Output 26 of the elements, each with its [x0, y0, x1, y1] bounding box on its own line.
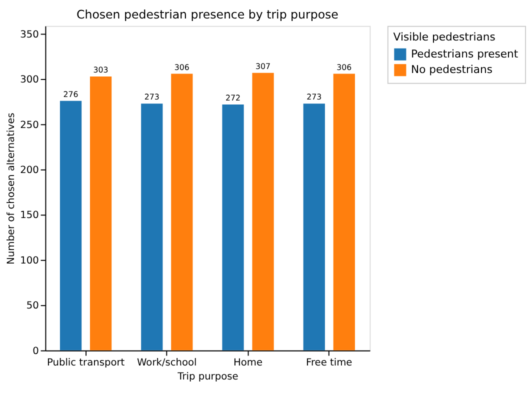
y-axis-title: Number of chosen alternatives [6, 112, 18, 264]
chart-title: Chosen pedestrian presence by trip purpose [76, 8, 338, 22]
data-label: 306 [174, 62, 190, 72]
data-label: 303 [93, 66, 108, 75]
y-tick-label: 50 [26, 300, 39, 312]
legend-label: Pedestrians present [410, 47, 518, 60]
x-tick-label: Public transport [46, 358, 125, 369]
data-label: 273 [306, 92, 322, 102]
y-tick-label: 250 [20, 120, 39, 131]
y-tick-label: 150 [20, 210, 39, 222]
y-tick-label: 350 [20, 29, 39, 40]
y-tick-label: 300 [20, 74, 39, 86]
x-tick-label: Work/school [137, 358, 197, 369]
x-tick-label: Home [234, 358, 263, 369]
data-label: 273 [144, 92, 160, 102]
data-label: 307 [256, 62, 271, 71]
x-tick-label: Free time [306, 358, 352, 369]
data-label: 276 [63, 90, 78, 99]
y-tick-label: 200 [20, 165, 39, 176]
legend-label: No pedestrians [410, 63, 493, 76]
data-label: 272 [226, 94, 241, 103]
data-label: 306 [336, 62, 352, 72]
y-tick-label: 0 [32, 346, 39, 357]
x-axis-title: Trip purpose [176, 371, 238, 382]
legend-title: Visible pedestrians [393, 30, 496, 44]
y-tick-label: 100 [20, 255, 39, 266]
